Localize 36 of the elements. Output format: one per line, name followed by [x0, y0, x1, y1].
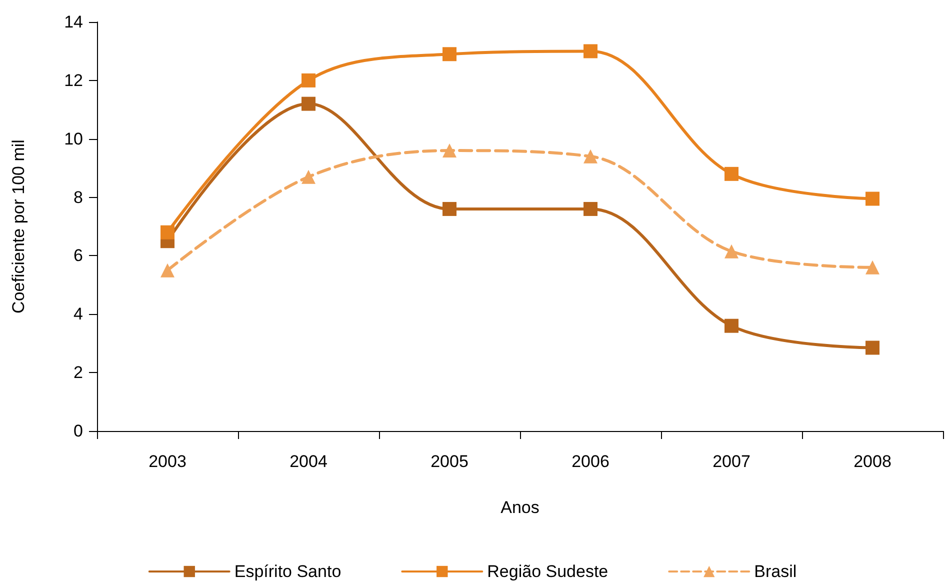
point — [724, 318, 738, 333]
y-tick-label: 14 — [64, 12, 83, 32]
point — [302, 73, 316, 88]
point — [160, 225, 174, 240]
y-tick-label: 6 — [74, 246, 83, 266]
y-tick-label: 10 — [64, 129, 83, 148]
y-tick-label: 8 — [74, 188, 83, 207]
point — [584, 149, 598, 164]
point — [584, 44, 598, 58]
y-tick-label: 12 — [64, 70, 83, 90]
point — [724, 166, 738, 181]
legend-label: Espírito Santo — [234, 562, 342, 581]
legend-label: Brasil — [754, 562, 797, 581]
point — [302, 96, 316, 111]
y-tick-label: 4 — [74, 304, 83, 324]
y-tick-label: 2 — [74, 363, 83, 382]
point — [584, 202, 598, 216]
point — [302, 170, 316, 184]
x-tick-label: 2006 — [572, 452, 610, 471]
point — [442, 202, 456, 216]
x-tick-label: 2004 — [290, 452, 328, 471]
point — [866, 192, 880, 206]
x-tick-label: 2005 — [430, 452, 468, 471]
y-tick-label: 0 — [74, 422, 83, 440]
x-tick-label: 2003 — [148, 452, 186, 471]
y-axis-title: Coeficiente por 100 mil — [9, 140, 28, 314]
x-tick-label: 2008 — [854, 452, 892, 471]
point — [442, 144, 456, 158]
point — [866, 340, 880, 355]
x-axis-title: Anos — [500, 498, 540, 517]
x-tick-label: 2007 — [712, 452, 750, 471]
point — [160, 263, 174, 278]
point — [724, 244, 738, 258]
legend-label: Região Sudeste — [487, 562, 608, 581]
point — [866, 260, 880, 274]
point — [442, 47, 456, 62]
